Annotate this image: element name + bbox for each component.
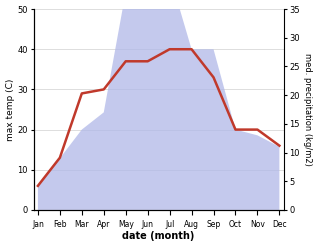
X-axis label: date (month): date (month): [122, 231, 195, 242]
Y-axis label: med. precipitation (kg/m2): med. precipitation (kg/m2): [303, 53, 313, 166]
Y-axis label: max temp (C): max temp (C): [5, 78, 15, 141]
